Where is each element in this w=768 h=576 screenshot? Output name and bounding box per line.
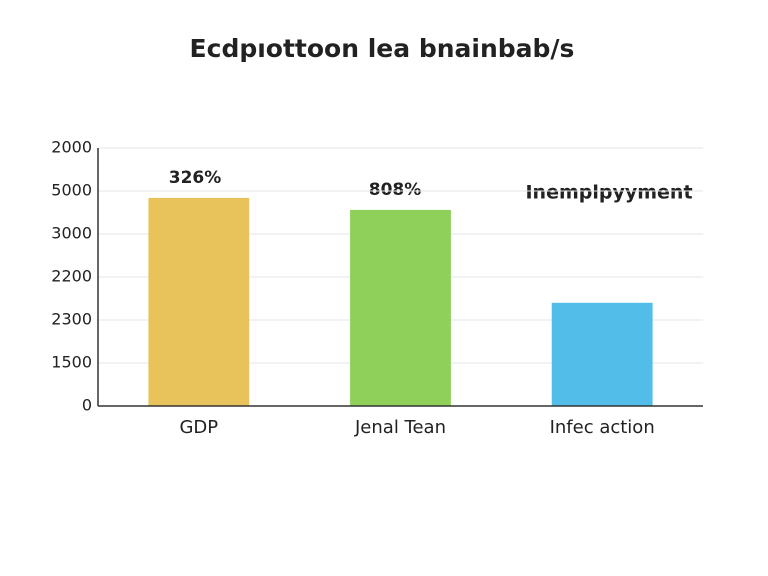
annotation: 326% — [169, 168, 222, 188]
y-tick-label: 5000 — [51, 181, 92, 200]
annotation: Inemplpyyment — [525, 182, 692, 204]
x-tick-label: Jenal Tean — [354, 417, 446, 438]
y-tick-label: 1500 — [51, 353, 92, 372]
bar — [350, 209, 451, 406]
bar — [148, 197, 250, 406]
x-tick-label: GDP — [179, 417, 218, 438]
annotation: 808% — [369, 180, 422, 200]
x-tick-label: Infec action — [550, 417, 655, 438]
y-tick-label: 2300 — [51, 310, 92, 329]
bar — [551, 302, 653, 406]
chart-title: Ecdpıottoon lea bnainbab/s — [190, 34, 575, 63]
y-tick-label: 2200 — [51, 267, 92, 286]
y-tick-label: 0 — [82, 396, 92, 415]
y-tick-label: 2000 — [51, 138, 92, 157]
y-tick-label: 3000 — [51, 224, 92, 243]
